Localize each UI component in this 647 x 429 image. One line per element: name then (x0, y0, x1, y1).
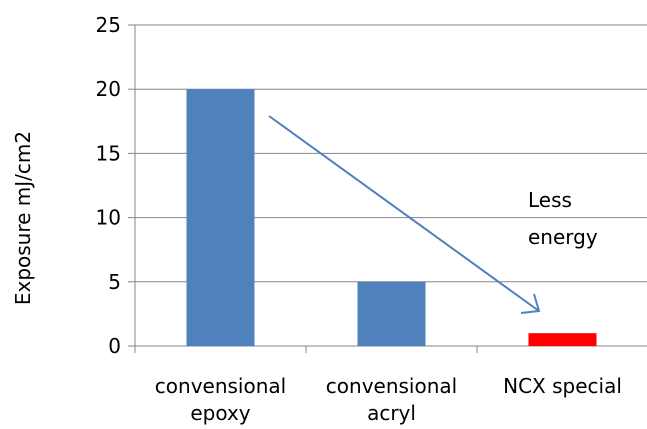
y-tick-label-0: 0 (108, 334, 121, 358)
bar-2 (528, 333, 597, 346)
annotation: Less energy (268, 115, 598, 314)
y-tick-label-25: 25 (96, 13, 121, 37)
y-tick-labels: 0 5 10 15 20 25 (96, 13, 121, 358)
y-tick-label-5: 5 (108, 270, 121, 294)
annotation-arrow-line (268, 115, 540, 312)
y-axis-label: Exposure mJ/cm2 (11, 131, 35, 305)
x-category-labels: convensional epoxy convensional acryl NCX sp… (155, 374, 622, 425)
bar-1 (357, 281, 426, 346)
annotation-arrowhead (520, 293, 541, 314)
y-tick-label-10: 10 (96, 206, 121, 230)
x-category-label-0: convensional epoxy (155, 374, 286, 425)
y-tick-label-15: 15 (96, 141, 121, 165)
bars (186, 89, 597, 346)
x-category-label-1: convensional acryl (326, 374, 457, 425)
x-category-label-2: NCX special (503, 374, 622, 398)
y-tick-label-20: 20 (96, 77, 121, 101)
annotation-text: Less energy (528, 188, 598, 249)
bar-0 (186, 89, 255, 346)
